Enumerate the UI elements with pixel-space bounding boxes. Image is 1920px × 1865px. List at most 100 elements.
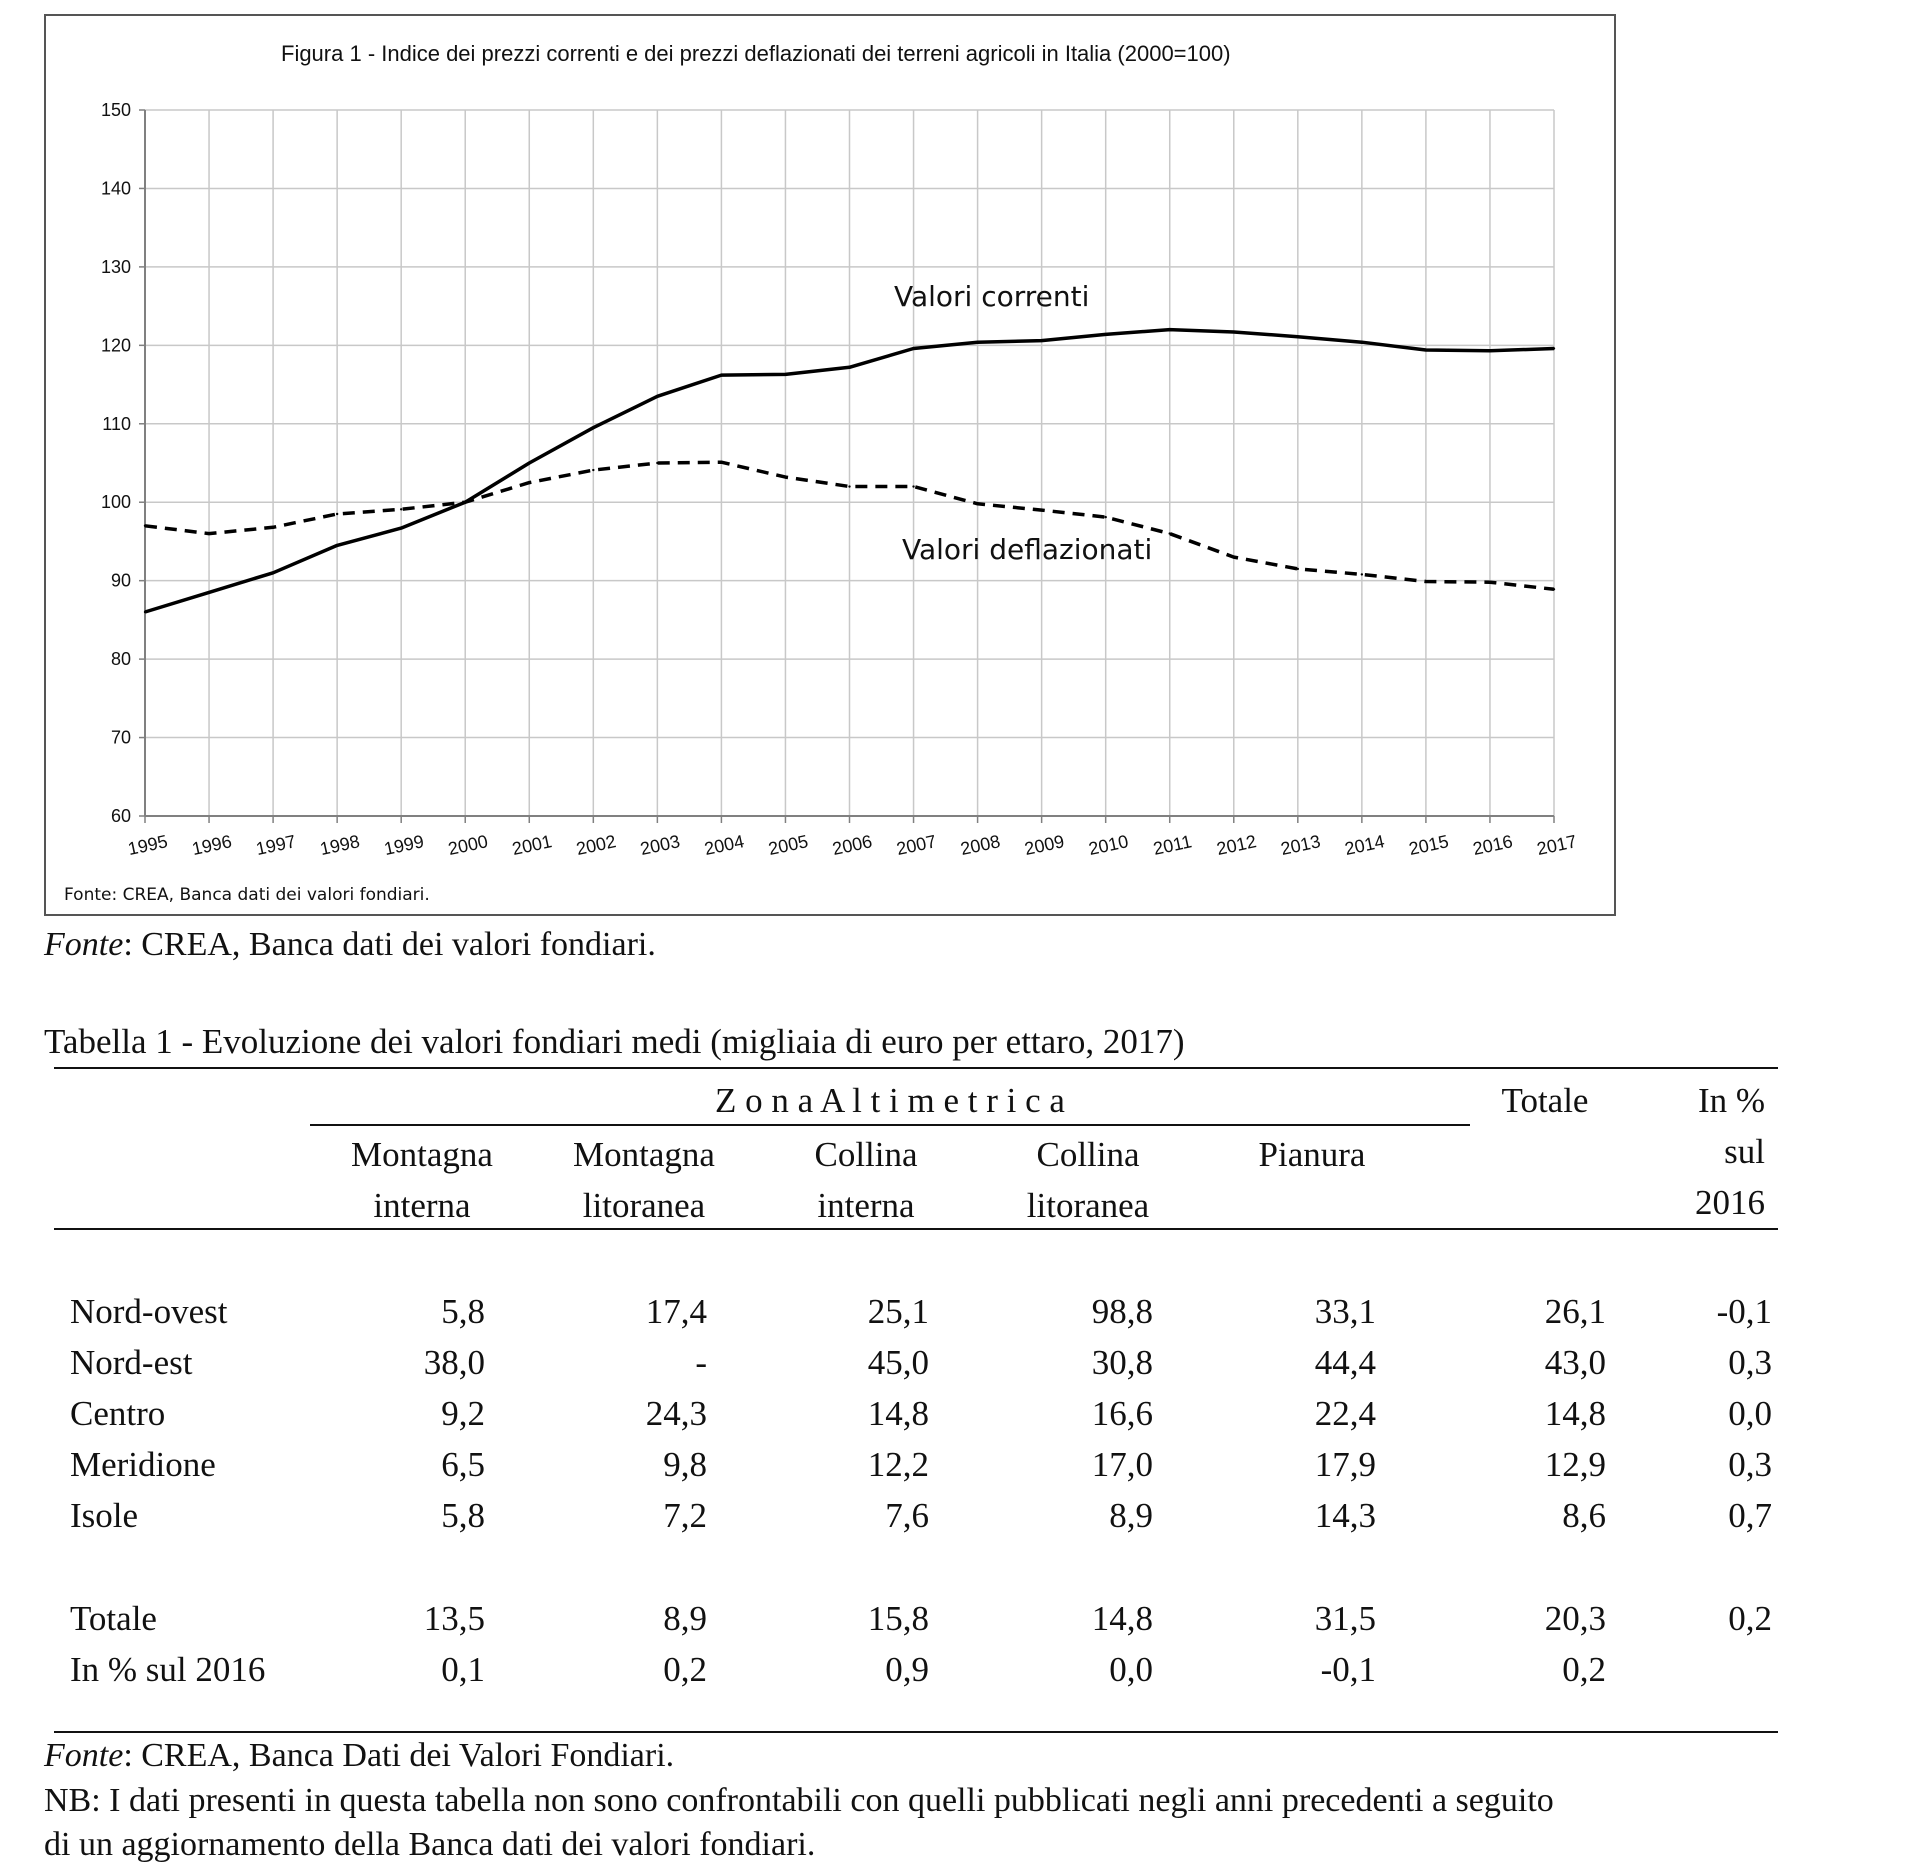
data-point (1040, 508, 1043, 512)
table-note-line-2: di un aggiornamento della Banca dati dei… (44, 1826, 816, 1863)
line-chart: 60 70 80 90 100 110 120 130 140 150 1995 1996 1997 19… (64, 41, 1578, 905)
header-totale: Totale (1501, 1081, 1589, 1120)
chart-grid (145, 109, 1555, 816)
x-tick-label: 2010 (1087, 831, 1130, 859)
table-row-value: 0,0 (1728, 1394, 1772, 1433)
table-row-value: 9,8 (663, 1445, 707, 1484)
data-point (271, 571, 275, 575)
table-row-value: 30,8 (1091, 1343, 1153, 1382)
data-point (592, 468, 595, 472)
data-point (1488, 581, 1492, 584)
table-row-value: 17,9 (1314, 1445, 1376, 1484)
table-total-row-value: 20,3 (1544, 1599, 1606, 1638)
data-point (335, 544, 339, 547)
figure-frame: 60 70 80 90 100 110 120 130 140 150 1995 1996 1997 19… (44, 14, 1616, 916)
data-point (656, 461, 659, 465)
data-point (720, 373, 723, 377)
table-row-value: 98,8 (1091, 1292, 1153, 1331)
header-in-percent-line: 2016 (1695, 1183, 1765, 1222)
table-row-value: 17,4 (645, 1292, 707, 1331)
table-row-value: 8,6 (1562, 1496, 1606, 1535)
data-point (656, 395, 659, 398)
x-tick-label: 2011 (1151, 831, 1193, 859)
y-tick-label: 60 (111, 806, 131, 826)
header-bottom-rule (54, 1228, 1778, 1230)
table-row-value: 0,3 (1728, 1445, 1772, 1484)
data-point (464, 501, 467, 504)
table-row-value: 33,1 (1314, 1292, 1376, 1331)
column-header-line: Montagna (351, 1135, 493, 1174)
data-point (1552, 588, 1556, 591)
y-tick-label: 70 (111, 728, 131, 748)
data-point (399, 508, 403, 511)
data-point (912, 347, 915, 350)
data-point (1360, 340, 1364, 344)
table-total-row-value: 8,9 (663, 1599, 707, 1638)
data-point (976, 502, 979, 505)
figure-source-italic: Fonte (44, 926, 124, 963)
x-tick-label: 2001 (510, 831, 553, 859)
x-tick-label: 2007 (895, 831, 938, 859)
data-point (1296, 567, 1300, 571)
table-row-value: 17,0 (1091, 1445, 1153, 1484)
table-row-value: 25,1 (867, 1292, 929, 1331)
x-tick-label: 2009 (1023, 831, 1066, 859)
table-row-label: Centro (70, 1394, 166, 1433)
data-point (528, 461, 531, 465)
data-point (1040, 339, 1043, 342)
table-row-label: Nord-est (70, 1343, 193, 1382)
x-tick-label: 2002 (574, 831, 617, 859)
table-row-value: 12,9 (1544, 1445, 1606, 1484)
data-point (720, 461, 723, 464)
table-total-row-value: 31,5 (1314, 1599, 1376, 1638)
table-row-value: 43,0 (1544, 1343, 1606, 1382)
table-row-value: 44,4 (1314, 1343, 1376, 1382)
column-header-line: Collina (814, 1135, 918, 1174)
table-source-italic: Fonte (44, 1737, 124, 1774)
table-row-value: 12,2 (867, 1445, 929, 1484)
table-total-row-value: 15,8 (867, 1599, 929, 1638)
column-header-line: Montagna (573, 1135, 715, 1174)
y-tick-label: 150 (101, 100, 131, 120)
data-point (1488, 349, 1492, 353)
x-tick-label: 2004 (702, 831, 745, 859)
data-point (1360, 573, 1364, 576)
data-point (784, 475, 787, 479)
x-tick-label: 2014 (1343, 831, 1386, 859)
header-in-percent-line: sul (1724, 1132, 1765, 1171)
data-point (207, 532, 211, 535)
table-bottom-rule (54, 1731, 1778, 1733)
table-row-label: Isole (70, 1496, 139, 1535)
table-row-value: 0,3 (1728, 1343, 1772, 1382)
table-row-value: 9,2 (441, 1394, 485, 1433)
y-tick-label: 90 (111, 571, 131, 591)
x-tick-label: 1999 (382, 831, 425, 859)
header-in-percent-line: In % (1697, 1081, 1765, 1120)
group-header-zona-altimetrica: Z o n a A l t i m e t r i c a (715, 1081, 1065, 1120)
y-tick-label: 120 (101, 335, 131, 355)
data-point (1104, 515, 1107, 519)
table-total-row-value: 13,5 (423, 1599, 485, 1638)
table-row-value: 26,1 (1544, 1292, 1606, 1331)
x-tick-label: 2003 (638, 831, 681, 859)
table-row-value: 5,8 (441, 1292, 485, 1331)
table-source-text: : CREA, Banca Dati dei Valori Fondiari. (123, 1737, 675, 1774)
table-row-value: 6,5 (441, 1445, 485, 1484)
table-row-label: Meridione (70, 1445, 216, 1484)
column-header-line: Pianura (1258, 1135, 1366, 1174)
table-total-row-value: 0,1 (441, 1650, 485, 1689)
data-point (784, 373, 787, 376)
data-point (1104, 333, 1107, 336)
table-total-row-value: 0,2 (1562, 1650, 1606, 1689)
data-point (271, 526, 275, 529)
table-row-value: 16,6 (1091, 1394, 1153, 1433)
column-header-line: interna (817, 1186, 915, 1225)
x-tick-label: 2016 (1471, 831, 1514, 859)
column-header-line: litoranea (582, 1186, 706, 1225)
data-point (143, 610, 147, 614)
x-tick-label: 1995 (126, 831, 169, 859)
data-point (912, 485, 915, 488)
table-total-row-value: 14,8 (1091, 1599, 1153, 1638)
table-row-value: - (695, 1343, 707, 1382)
data-point (1232, 330, 1235, 334)
